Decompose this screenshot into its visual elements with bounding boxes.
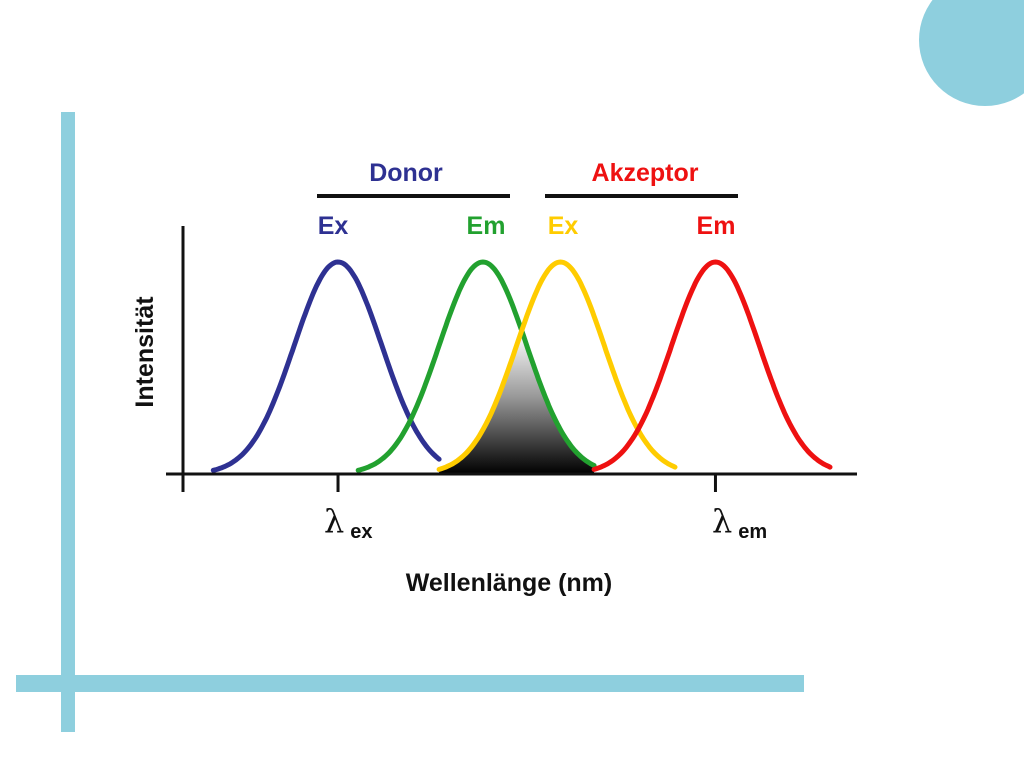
slide-decoration	[16, 0, 1024, 732]
lambda-em-sub: em	[738, 521, 767, 543]
accent-circle	[919, 0, 1024, 106]
curves	[210, 259, 833, 473]
curve-akzeptor-ex	[436, 259, 678, 472]
acceptor-ex-label: Ex	[548, 212, 579, 240]
lambda-em-marker: λ em	[712, 502, 767, 543]
lambda-ex-marker: λ ex	[324, 502, 373, 543]
lambda-em-symbol: λ	[712, 502, 732, 540]
lambda-ex-symbol: λ	[324, 502, 344, 540]
accent-vertical-bar	[61, 112, 75, 732]
lambda-ex-sub: ex	[350, 521, 372, 543]
acceptor-em-label: Em	[697, 212, 736, 240]
tick-marks	[336, 474, 717, 492]
spectral-overlap-area	[439, 332, 595, 474]
curve-donor-em	[355, 259, 597, 473]
acceptor-group-label: Akzeptor	[592, 159, 699, 187]
donor-ex-label: Ex	[318, 212, 349, 240]
accent-horizontal-bar	[16, 675, 804, 692]
x-axis-label: Wellenlänge (nm)	[406, 569, 613, 597]
y-axis-label: Intensität	[131, 296, 159, 408]
curve-donor-ex	[210, 259, 442, 473]
donor-group-label: Donor	[369, 159, 443, 187]
curve-akzeptor-em	[591, 259, 833, 472]
donor-em-label: Em	[467, 212, 506, 240]
